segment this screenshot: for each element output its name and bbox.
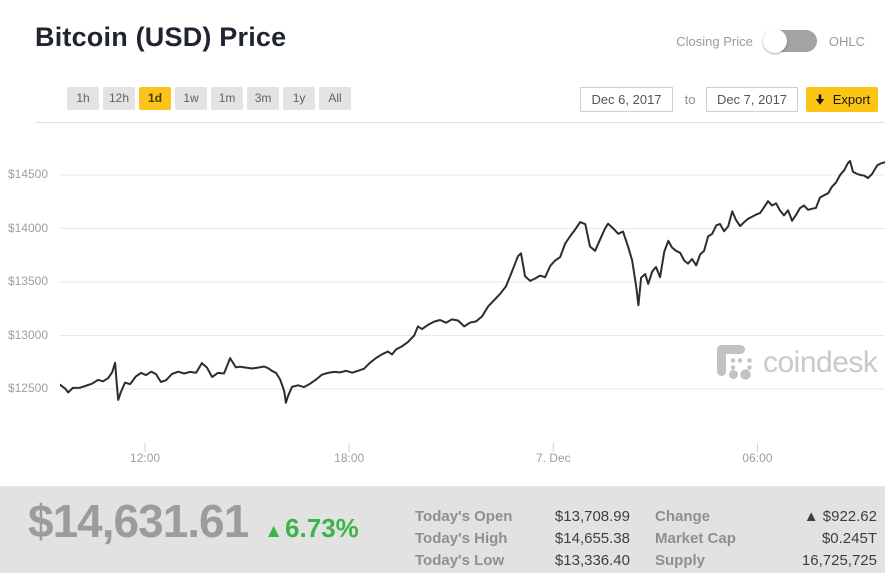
- date-to-input[interactable]: Dec 7, 2017: [706, 87, 798, 112]
- y-axis-tick-label: $14000: [7, 220, 48, 235]
- up-arrow-icon: ▲: [803, 508, 819, 525]
- price-change-percent-value: 6.73%: [285, 513, 359, 543]
- stat-value: $0.245T: [821, 530, 877, 547]
- price-line-chart: [59, 159, 885, 452]
- range-button-1m[interactable]: 1m: [211, 87, 244, 110]
- coindesk-wordmark: coindesk: [763, 346, 878, 379]
- change-value: $922.62: [822, 508, 877, 525]
- stat-value: $13,708.99: [554, 508, 630, 525]
- stat-value: $14,655.38: [554, 530, 630, 547]
- page-title: Bitcoin (USD) Price: [35, 22, 287, 52]
- y-axis-tick-label: $12500: [7, 381, 48, 395]
- coindesk-watermark: coindesk: [716, 344, 878, 382]
- toggle-knob-icon: [762, 29, 787, 53]
- stat-label: Today's Low: [415, 552, 505, 569]
- date-range-to-label: to: [684, 92, 696, 107]
- range-button-1h[interactable]: 1h: [67, 87, 99, 110]
- ohlc-label: OHLC: [828, 33, 865, 49]
- price-type-toggle[interactable]: [762, 29, 817, 53]
- price-chart[interactable]: [59, 145, 885, 455]
- stat-label: Market Cap: [655, 530, 736, 547]
- x-axis-tick-label: 18:00: [334, 451, 365, 465]
- x-axis-tick-label: 12:00: [130, 451, 161, 465]
- stat-label: Change: [655, 508, 711, 525]
- stats-bar: $14,631.61 ▲6.73% Today's Open $13,708.9…: [0, 486, 885, 573]
- range-button-12h[interactable]: 12h: [103, 87, 136, 110]
- stat-label: Today's Open: [415, 508, 513, 525]
- range-button-1w[interactable]: 1w: [175, 87, 208, 110]
- range-buttons: 1h 12h 1d 1w 1m 3m 1y All: [67, 87, 352, 110]
- header-divider: [35, 122, 885, 123]
- up-arrow-icon: ▲: [264, 521, 284, 542]
- range-button-all[interactable]: All: [319, 87, 352, 110]
- stat-row-change: Change ▲ $922.62: [655, 506, 877, 528]
- export-button[interactable]: Export: [806, 87, 878, 112]
- date-from-input[interactable]: Dec 6, 2017: [580, 87, 673, 112]
- x-axis-tick-label: 7. Dec: [535, 451, 571, 465]
- y-axis-tick-label: $13500: [7, 274, 48, 288]
- today-stats-column: Today's Open $13,708.99 Today's High $14…: [415, 506, 630, 572]
- coindesk-logo-icon: [717, 345, 752, 380]
- current-price: $14,631.61: [28, 495, 249, 547]
- market-stats-column: Change ▲ $922.62 Market Cap $0.245T Supp…: [655, 506, 877, 572]
- stat-row-open: Today's Open $13,708.99: [415, 506, 630, 528]
- stat-value: ▲ $922.62: [804, 506, 877, 528]
- y-axis-tick-label: $14500: [7, 167, 48, 181]
- stat-label: Today's High: [415, 530, 508, 547]
- stat-row-high: Today's High $14,655.38: [415, 528, 630, 550]
- x-axis-tick-label: 06:00: [742, 451, 773, 465]
- range-button-1d[interactable]: 1d: [139, 87, 172, 110]
- range-button-3m[interactable]: 3m: [247, 87, 280, 110]
- stat-row-marketcap: Market Cap $0.245T: [655, 528, 877, 550]
- y-axis-tick-label: $13000: [7, 327, 48, 342]
- closing-price-label: Closing Price: [676, 33, 753, 49]
- stat-value: 16,725,725: [801, 552, 877, 569]
- export-label: Export: [832, 92, 871, 107]
- stat-value: $13,336.40: [554, 552, 630, 569]
- current-price-row: $14,631.61 ▲6.73%: [28, 494, 359, 548]
- price-change-percent: ▲6.73%: [264, 513, 359, 544]
- stat-row-supply: Supply 16,725,725: [655, 550, 877, 572]
- range-button-1y[interactable]: 1y: [283, 87, 316, 110]
- stat-row-low: Today's Low $13,336.40: [415, 550, 630, 572]
- download-arrow-icon: [815, 94, 824, 105]
- price-type-toggle-group: Closing Price OHLC: [676, 29, 865, 53]
- x-axis-labels: 12:00 18:00 7. Dec 06:00: [60, 451, 885, 467]
- stat-label: Supply: [655, 552, 706, 569]
